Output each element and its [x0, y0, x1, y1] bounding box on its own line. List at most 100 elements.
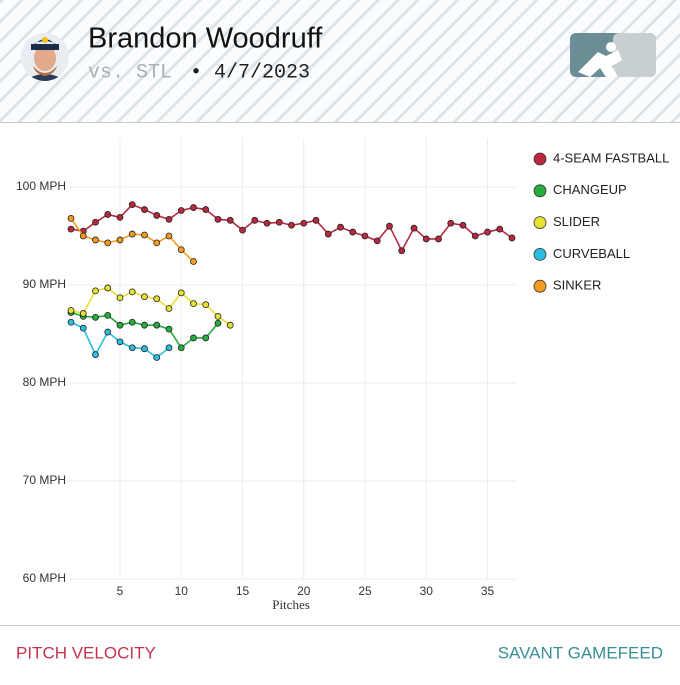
pitch-dot — [251, 216, 259, 224]
pitch-dot — [496, 225, 504, 233]
pitch-dot — [263, 219, 271, 227]
y-tick-label: 60 MPH — [23, 571, 66, 585]
pitch-dot — [79, 232, 87, 240]
pitch-dot — [177, 344, 185, 352]
pitch-dot — [92, 236, 99, 244]
pitch-dot — [410, 224, 418, 232]
pitch-dot — [92, 287, 99, 295]
pitch-dot — [165, 215, 173, 223]
legend-label: CHANGEUP — [553, 182, 627, 197]
pitch-dot — [141, 293, 148, 301]
pitch-dot — [165, 325, 173, 333]
pitch-dot — [165, 305, 173, 312]
pitch-dot — [177, 246, 185, 254]
pitch-dot — [153, 354, 161, 361]
pitch-dot — [141, 206, 148, 213]
pitch-dot — [128, 318, 136, 326]
pitch-dot — [349, 228, 357, 236]
pitch-dot — [226, 321, 234, 329]
pitch-dot — [141, 231, 148, 239]
pitch-dot — [288, 221, 295, 229]
pitch-dot — [128, 288, 136, 296]
pitch-dot — [190, 258, 197, 265]
pitch-dot — [79, 310, 87, 317]
pitch-dot — [190, 334, 197, 342]
pitch-dot — [214, 215, 222, 223]
y-tick-label: 70 MPH — [23, 473, 66, 487]
pitch-dot — [141, 345, 148, 353]
pitch-dot — [116, 236, 124, 244]
pitch-dot — [214, 312, 222, 320]
pitch-dot — [153, 321, 161, 329]
pitch-dot — [459, 221, 467, 229]
x-tick-label: 15 — [236, 584, 250, 598]
x-tick-label: 20 — [297, 584, 311, 598]
legend-label: SLIDER — [553, 214, 600, 229]
pitch-dot — [67, 225, 75, 233]
pitch-dot — [153, 239, 161, 247]
pitch-dot — [300, 219, 308, 227]
pitch-dot — [104, 239, 112, 247]
footer-right: SAVANT GAMEFEED — [498, 643, 663, 662]
game-date: • 4/7/2023 — [190, 61, 310, 84]
pitch-dot — [484, 228, 491, 236]
pitch-dot — [373, 237, 381, 245]
pitch-dot — [116, 213, 124, 221]
y-tick-label: 80 MPH — [23, 375, 66, 389]
pitch-dot — [275, 218, 283, 226]
pitch-dot — [79, 324, 87, 332]
pitch-dot — [239, 226, 246, 234]
pitch-dot — [104, 284, 112, 292]
player-name: Brandon Woodruff — [88, 23, 323, 55]
pitch-dot — [361, 232, 369, 240]
pitch-dot — [104, 328, 112, 336]
legend-label: SINKER — [553, 278, 601, 293]
x-tick-label: 25 — [358, 584, 372, 598]
pitch-dot — [165, 344, 173, 352]
pitch-dot — [471, 232, 479, 240]
pitch-dot — [116, 338, 124, 346]
pitch-dot — [435, 235, 442, 243]
pitch-dot — [104, 311, 112, 319]
pitch-dot — [153, 212, 161, 219]
legend-swatch — [533, 247, 547, 261]
y-tick-label: 100 MPH — [16, 179, 66, 193]
pitch-dot — [177, 289, 185, 297]
x-axis-label: Pitches — [272, 597, 310, 612]
legend-label: 4-SEAM FASTBALL — [553, 150, 669, 165]
pitch-dot — [447, 219, 455, 227]
pitch-dot — [116, 321, 124, 329]
pitch-dot — [128, 344, 136, 352]
pitch-dot — [177, 207, 185, 214]
pitch-dot — [202, 334, 210, 342]
header-bg — [0, 0, 680, 122]
x-tick-label: 30 — [420, 584, 434, 598]
mlb-logo — [570, 33, 656, 77]
pitch-dot — [67, 307, 75, 314]
pitch-dot — [92, 313, 99, 321]
pitch-dot — [190, 204, 197, 211]
pitch-dot — [92, 218, 99, 226]
pitch-dot — [67, 214, 75, 222]
pitch-dot — [165, 232, 173, 240]
pitch-dot — [67, 318, 75, 326]
x-tick-label: 5 — [117, 584, 124, 598]
pitch-dot — [202, 206, 210, 213]
opponent: vs. STL — [88, 61, 172, 84]
pitch-dot — [104, 211, 112, 218]
pitch-dot — [190, 300, 197, 308]
pitch-dot — [508, 234, 516, 242]
x-tick-label: 10 — [175, 584, 189, 598]
series-line — [70, 217, 195, 263]
pitch-dot — [92, 351, 99, 358]
pitch-dot — [386, 222, 393, 230]
plot: 60 MPH 70 MPH 80 MPH 90 MPH 100 MPH 5 10 15 20 25… — [16, 138, 669, 612]
x-tick-label: 35 — [481, 584, 495, 598]
y-tick-label: 90 MPH — [23, 277, 66, 291]
avatar — [21, 33, 69, 81]
pitch-dot — [422, 235, 430, 243]
pitch-dot — [153, 295, 161, 303]
pitch-dot — [128, 201, 136, 209]
pitch-dot — [337, 223, 344, 231]
